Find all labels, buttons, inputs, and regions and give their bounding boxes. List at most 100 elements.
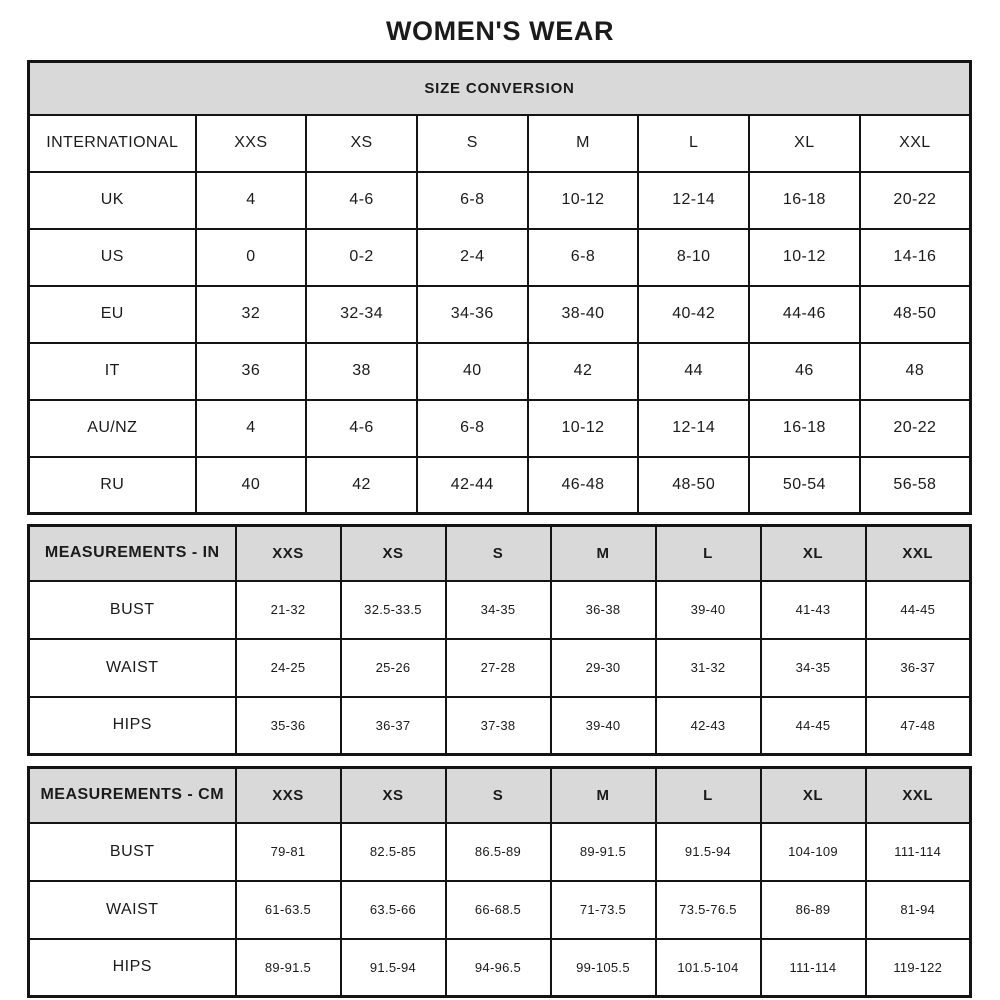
table-row: AU/NZ 4 4-6 6-8 10-12 12-14 16-18 20-22 bbox=[27, 398, 972, 458]
size-column-header: XL bbox=[748, 113, 861, 173]
table-row: US 0 0-2 2-4 6-8 8-10 10-12 14-16 bbox=[27, 227, 972, 287]
value-cell: 32.5-33.5 bbox=[339, 579, 447, 640]
value-cell: 91.5-94 bbox=[339, 937, 447, 998]
row-label: AU/NZ bbox=[27, 398, 197, 458]
value-cell: 0-2 bbox=[305, 227, 418, 287]
value-cell: 86.5-89 bbox=[444, 821, 552, 882]
size-column-header: XL bbox=[759, 524, 867, 582]
size-column-header: S bbox=[444, 766, 552, 824]
value-cell: 40-42 bbox=[637, 284, 751, 344]
measurements-in-table: MEASUREMENTS - IN XXS XS S M L XL XXL BUST 21-32 3… bbox=[27, 524, 972, 756]
value-cell: 4 bbox=[194, 398, 308, 458]
value-cell: 27-28 bbox=[444, 637, 552, 698]
table-row: BUST 79-81 82.5-85 86.5-89 89-91.5 91.5-94 104… bbox=[27, 821, 972, 882]
row-header-label: MEASUREMENTS - IN bbox=[27, 524, 237, 582]
row-label: HIPS bbox=[27, 695, 237, 756]
measurements-cm-table: MEASUREMENTS - CM XXS XS S M L XL XXL BUST 79-81 8… bbox=[27, 766, 972, 998]
size-column-header: L bbox=[637, 113, 751, 173]
value-cell: 36 bbox=[194, 341, 308, 401]
row-label: WAIST bbox=[27, 637, 237, 698]
size-column-header: M bbox=[549, 524, 657, 582]
table-row: HIPS 35-36 36-37 37-38 39-40 42-43 44-45 47-48 bbox=[27, 695, 972, 756]
size-conversion-table-body: SIZE CONVERSION INTERNATIONAL XXS XS S M L XL XX… bbox=[27, 60, 972, 515]
value-cell: 48 bbox=[858, 341, 972, 401]
row-label: BUST bbox=[27, 821, 237, 882]
value-cell: 39-40 bbox=[654, 579, 762, 640]
value-cell: 44-45 bbox=[864, 579, 972, 640]
value-cell: 42 bbox=[526, 341, 640, 401]
table-header-row: MEASUREMENTS - IN XXS XS S M L XL XXL bbox=[27, 524, 972, 582]
value-cell: 99-105.5 bbox=[549, 937, 657, 998]
size-column-header: XXS bbox=[234, 524, 342, 582]
value-cell: 20-22 bbox=[858, 398, 972, 458]
table-row: BUST 21-32 32.5-33.5 34-35 36-38 39-40 41-43 44… bbox=[27, 579, 972, 640]
value-cell: 16-18 bbox=[748, 398, 861, 458]
table-header-row: INTERNATIONAL XXS XS S M L XL XXL bbox=[27, 113, 972, 173]
value-cell: 89-91.5 bbox=[549, 821, 657, 882]
value-cell: 12-14 bbox=[637, 170, 751, 230]
value-cell: 89-91.5 bbox=[234, 937, 342, 998]
size-column-header: L bbox=[654, 524, 762, 582]
row-header-label: MEASUREMENTS - CM bbox=[27, 766, 237, 824]
value-cell: 48-50 bbox=[637, 455, 751, 515]
table-row: WAIST 61-63.5 63.5-66 66-68.5 71-73.5 73.5-76… bbox=[27, 879, 972, 940]
size-conversion-table: SIZE CONVERSION INTERNATIONAL XXS XS S M L XL XX… bbox=[27, 60, 972, 515]
value-cell: 10-12 bbox=[526, 170, 640, 230]
value-cell: 42 bbox=[305, 455, 418, 515]
size-column-header: XS bbox=[339, 524, 447, 582]
value-cell: 39-40 bbox=[549, 695, 657, 756]
table-row: EU 32 32-34 34-36 38-40 40-42 44-46 48-50 bbox=[27, 284, 972, 344]
row-header-label: INTERNATIONAL bbox=[27, 113, 197, 173]
value-cell: 16-18 bbox=[748, 170, 861, 230]
value-cell: 42-44 bbox=[415, 455, 529, 515]
value-cell: 37-38 bbox=[444, 695, 552, 756]
value-cell: 21-32 bbox=[234, 579, 342, 640]
table-title: SIZE CONVERSION bbox=[27, 60, 972, 116]
value-cell: 6-8 bbox=[526, 227, 640, 287]
value-cell: 6-8 bbox=[415, 398, 529, 458]
value-cell: 2-4 bbox=[415, 227, 529, 287]
value-cell: 66-68.5 bbox=[444, 879, 552, 940]
value-cell: 10-12 bbox=[748, 227, 861, 287]
value-cell: 34-36 bbox=[415, 284, 529, 344]
size-column-header: XS bbox=[305, 113, 418, 173]
measurements-in-table-body: MEASUREMENTS - IN XXS XS S M L XL XXL BUST 21-32 3… bbox=[27, 524, 972, 756]
value-cell: 101.5-104 bbox=[654, 937, 762, 998]
value-cell: 119-122 bbox=[864, 937, 972, 998]
value-cell: 6-8 bbox=[415, 170, 529, 230]
row-label: EU bbox=[27, 284, 197, 344]
value-cell: 25-26 bbox=[339, 637, 447, 698]
value-cell: 4-6 bbox=[305, 170, 418, 230]
value-cell: 31-32 bbox=[654, 637, 762, 698]
value-cell: 79-81 bbox=[234, 821, 342, 882]
size-column-header: XXS bbox=[194, 113, 308, 173]
size-column-header: S bbox=[415, 113, 529, 173]
row-label: IT bbox=[27, 341, 197, 401]
value-cell: 71-73.5 bbox=[549, 879, 657, 940]
value-cell: 50-54 bbox=[748, 455, 861, 515]
value-cell: 73.5-76.5 bbox=[654, 879, 762, 940]
value-cell: 46 bbox=[748, 341, 861, 401]
value-cell: 42-43 bbox=[654, 695, 762, 756]
size-column-header: XXL bbox=[864, 524, 972, 582]
value-cell: 14-16 bbox=[858, 227, 972, 287]
size-column-header: XXL bbox=[858, 113, 972, 173]
value-cell: 46-48 bbox=[526, 455, 640, 515]
value-cell: 111-114 bbox=[759, 937, 867, 998]
value-cell: 32 bbox=[194, 284, 308, 344]
size-column-header: XXL bbox=[864, 766, 972, 824]
value-cell: 86-89 bbox=[759, 879, 867, 940]
size-column-header: M bbox=[526, 113, 640, 173]
table-row: RU 40 42 42-44 46-48 48-50 50-54 56-58 bbox=[27, 455, 972, 515]
value-cell: 34-35 bbox=[444, 579, 552, 640]
value-cell: 38 bbox=[305, 341, 418, 401]
value-cell: 40 bbox=[194, 455, 308, 515]
value-cell: 36-37 bbox=[864, 637, 972, 698]
value-cell: 40 bbox=[415, 341, 529, 401]
value-cell: 82.5-85 bbox=[339, 821, 447, 882]
row-label: BUST bbox=[27, 579, 237, 640]
table-row: WAIST 24-25 25-26 27-28 29-30 31-32 34-35 36-37 bbox=[27, 637, 972, 698]
value-cell: 20-22 bbox=[858, 170, 972, 230]
value-cell: 36-38 bbox=[549, 579, 657, 640]
row-label: WAIST bbox=[27, 879, 237, 940]
